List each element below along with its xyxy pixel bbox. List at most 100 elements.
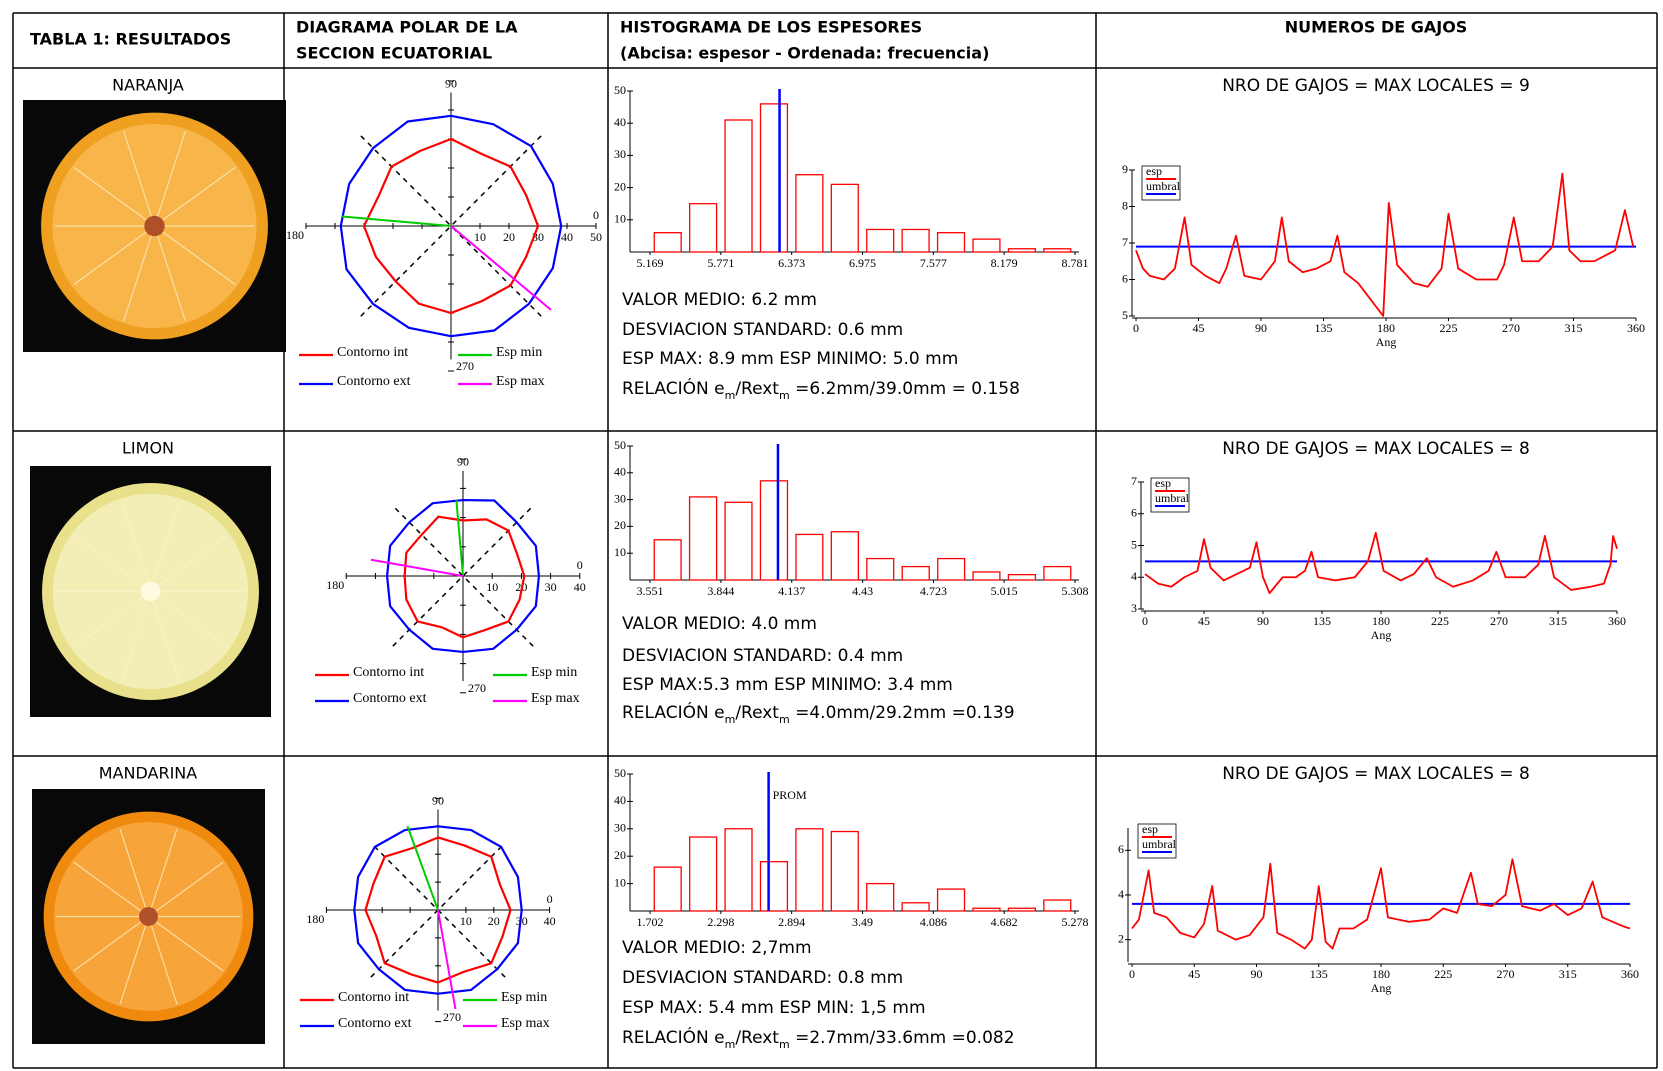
polar-angle-label: 0 — [577, 558, 583, 572]
gajos-x-tick-label: 270 — [1502, 321, 1520, 335]
stat-line: VALOR MEDIO: 6.2 mm — [622, 290, 817, 310]
polar-contour-inner — [364, 836, 512, 984]
hist-bar — [1007, 907, 1036, 912]
header-col3: HISTOGRAMA DE LOS ESPESORES — [620, 18, 922, 37]
ratio-text: RELACIÓN e — [622, 701, 725, 723]
polar-angle-label: 90 — [457, 455, 469, 469]
hist-y-tick-label: 30 — [614, 821, 626, 835]
fruit-segment — [119, 828, 150, 917]
stat-line: ESP MAX:5.3 mm ESP MINIMO: 3.4 mm — [622, 675, 953, 695]
ratio-subscript: m — [725, 389, 736, 402]
polar-tick-label: 10 — [486, 580, 498, 594]
gajos-x-tick-label: 45 — [1193, 321, 1205, 335]
header-col3: (Abcisa: espesor - Ordenada: frecuencia) — [620, 44, 989, 63]
hist-y-tick-label: 20 — [614, 179, 626, 193]
gajos-y-tick-label: 2 — [1118, 931, 1124, 945]
hist-x-tick-label: 6.373 — [778, 256, 805, 270]
gajos-title: NRO DE GAJOS = MAX LOCALES = 8 — [1222, 764, 1530, 784]
hist-x-tick-label: 3.844 — [707, 584, 734, 598]
legend-label: Esp min — [496, 345, 542, 360]
gajos-x-label: Ang — [1371, 981, 1392, 995]
ratio-text: /Rext — [735, 379, 779, 399]
hist-bar — [724, 119, 753, 253]
stat-line: VALOR MEDIO: 4.0 mm — [622, 614, 817, 634]
hist-bar — [901, 228, 930, 253]
hist-bar — [724, 501, 753, 581]
fruit-name: NARANJA — [112, 76, 184, 95]
hist-x-tick-label: 6.975 — [849, 256, 876, 270]
hist-y-tick-label: 50 — [614, 83, 626, 97]
ratio-text: =6.2mm/39.0mm = 0.158 — [790, 379, 1020, 399]
gajos-legend-label: umbral — [1146, 179, 1181, 193]
polar-contour-outer — [385, 498, 541, 654]
gajos-x-tick-label: 90 — [1251, 967, 1263, 981]
fruit-name: LIMON — [122, 439, 174, 458]
gajos-x-tick-label: 0 — [1142, 614, 1148, 628]
stat-line: VALOR MEDIO: 2,7mm — [622, 938, 812, 958]
hist-bar — [759, 480, 789, 581]
hist-y-tick-label: 20 — [614, 518, 626, 532]
gajos-x-tick-label: 90 — [1255, 321, 1267, 335]
hist-x-tick-label: 4.086 — [920, 915, 947, 929]
fruit-segment — [120, 591, 152, 683]
hist-bar — [866, 882, 895, 912]
hist-bar — [901, 902, 930, 912]
fruit-core — [139, 907, 158, 926]
polar-tick-label: 40 — [561, 230, 573, 244]
polar-angle-label: 180 — [286, 228, 304, 242]
fruit-core — [144, 215, 165, 237]
gajos-x-tick-label: 0 — [1129, 967, 1135, 981]
header-col4: NUMEROS DE GAJOS — [1285, 18, 1468, 37]
gajos-title: NRO DE GAJOS = MAX LOCALES = 8 — [1222, 439, 1530, 459]
fruit-segment — [123, 225, 156, 322]
polar-tick-label: 30 — [516, 914, 528, 928]
hist-x-tick-label: 5.771 — [707, 256, 734, 270]
hist-y-tick-label: 20 — [614, 848, 626, 862]
polar-tick-label: 20 — [488, 914, 500, 928]
gajos-legend-label: esp — [1155, 476, 1171, 490]
hist-x-tick-label: 4.682 — [991, 915, 1018, 929]
hist-x-tick-label: 4.137 — [778, 584, 805, 598]
hist-bar — [936, 232, 966, 253]
hist-bar — [653, 866, 682, 912]
polar-esp-max — [370, 558, 464, 577]
gajos-x-tick-label: 270 — [1490, 614, 1508, 628]
gajos-x-tick-label: 180 — [1372, 614, 1390, 628]
fruit-segment — [72, 591, 151, 649]
ratio-subscript: m — [725, 1038, 736, 1051]
ratio-subscript: m — [779, 713, 790, 726]
hist-bar — [688, 496, 718, 581]
stat-line: DESVIACION STANDARD: 0.8 mm — [622, 968, 903, 988]
hist-bar — [972, 907, 1001, 912]
polar-tick-label: 30 — [545, 580, 557, 594]
gajos-y-tick-label: 5 — [1122, 308, 1128, 322]
hist-bar — [689, 203, 718, 253]
hist-bar — [972, 238, 1001, 253]
hist-y-tick-label: 40 — [614, 465, 626, 479]
legend-label: Contorno int — [338, 990, 409, 1005]
polar-esp-min — [455, 500, 464, 577]
polar-angle-label: 90 — [432, 793, 444, 807]
fruit-segment — [119, 916, 150, 1005]
hist-bar — [937, 557, 966, 581]
fruit-segment — [154, 166, 236, 227]
ratio-text: RELACIÓN e — [622, 1026, 725, 1048]
gajos-x-tick-label: 225 — [1440, 321, 1458, 335]
gajos-x-label: Ang — [1371, 628, 1392, 642]
polar-contour-inner — [403, 515, 526, 639]
hist-x-tick-label: 1.702 — [637, 915, 664, 929]
fruit-segment — [120, 500, 152, 592]
gajos-x-tick-label: 45 — [1198, 614, 1210, 628]
hist-annotation: PROM — [773, 788, 807, 802]
ratio-subscript: m — [779, 1038, 790, 1051]
hist-x-tick-label: 2.894 — [778, 915, 805, 929]
hist-y-tick-label: 30 — [614, 491, 626, 505]
gajos-x-tick-label: 315 — [1565, 321, 1583, 335]
polar-esp-max — [450, 225, 552, 311]
fruit-segment — [150, 591, 229, 649]
hist-bar — [830, 531, 860, 581]
hist-bar — [936, 888, 966, 912]
hist-x-tick-label: 3.551 — [637, 584, 664, 598]
header-col2: SECCION ECUATORIAL — [296, 44, 492, 63]
polar-esp-min — [406, 825, 439, 911]
